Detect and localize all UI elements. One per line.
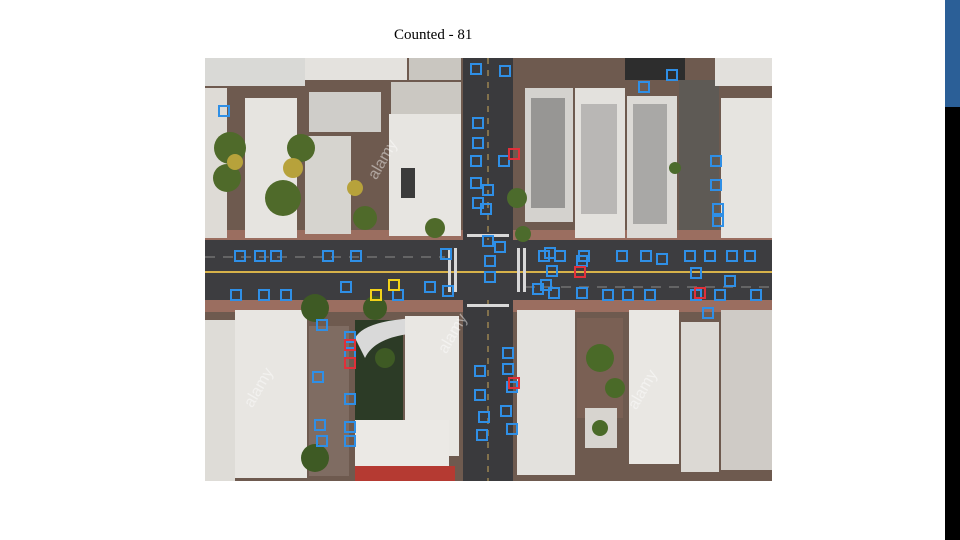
car-detection-box	[506, 423, 518, 435]
car-detection-box	[344, 421, 356, 433]
car-detection-box	[710, 155, 722, 167]
car-detection-box	[498, 155, 510, 167]
car-detection-box	[424, 281, 436, 293]
car-detection-box	[638, 81, 650, 93]
car-detection-box	[546, 265, 558, 277]
car-detection-box	[322, 250, 334, 262]
flagged-detection-box	[344, 357, 356, 369]
car-detection-box	[554, 250, 566, 262]
car-detection-box	[502, 363, 514, 375]
car-detection-box	[724, 275, 736, 287]
car-detection-box	[494, 241, 506, 253]
car-detection-box	[544, 247, 556, 259]
flagged-detection-box	[694, 287, 706, 299]
car-detection-box	[576, 287, 588, 299]
car-detection-box	[656, 253, 668, 265]
car-detection-box	[474, 389, 486, 401]
car-detection-box	[484, 271, 496, 283]
car-detection-box	[270, 250, 282, 262]
car-detection-box	[316, 319, 328, 331]
car-detection-box	[350, 250, 362, 262]
car-detection-box	[482, 184, 494, 196]
car-detection-box	[702, 307, 714, 319]
highlighted-detection-box	[388, 279, 400, 291]
car-detection-box	[532, 283, 544, 295]
car-detection-box	[230, 289, 242, 301]
car-detection-box	[470, 155, 482, 167]
car-detection-box	[640, 250, 652, 262]
car-detection-box	[470, 177, 482, 189]
aerial-photo	[205, 58, 772, 481]
car-detection-box	[312, 371, 324, 383]
flagged-detection-box	[508, 377, 520, 389]
car-detection-box	[482, 235, 494, 247]
car-detection-box	[440, 248, 452, 260]
flagged-detection-box	[574, 266, 586, 278]
highlighted-detection-box	[370, 289, 382, 301]
car-detection-box	[344, 331, 356, 343]
car-detection-box	[472, 137, 484, 149]
car-detection-box	[484, 255, 496, 267]
detection-overlay	[218, 63, 762, 447]
car-detection-box	[218, 105, 230, 117]
car-detection-box	[316, 435, 328, 447]
car-detection-box	[499, 65, 511, 77]
accent-bar-bottom	[945, 107, 960, 540]
car-detection-box	[712, 215, 724, 227]
car-detection-box	[254, 250, 266, 262]
flagged-detection-box	[344, 339, 356, 351]
car-detection-box	[726, 250, 738, 262]
slide-title: Counted - 81	[394, 27, 473, 43]
car-detection-box	[502, 347, 514, 359]
car-detection-box	[234, 250, 246, 262]
car-detection-box	[478, 411, 490, 423]
car-detection-box	[710, 179, 722, 191]
car-detection-box	[712, 203, 724, 215]
car-detection-box	[344, 435, 356, 447]
car-detection-box	[666, 69, 678, 81]
car-detection-box	[690, 267, 702, 279]
car-detection-box	[602, 289, 614, 301]
car-detection-box	[714, 289, 726, 301]
car-detection-box	[476, 429, 488, 441]
car-detection-box	[704, 250, 716, 262]
car-detection-box	[258, 289, 270, 301]
car-detection-box	[280, 289, 292, 301]
car-detection-box	[480, 203, 492, 215]
car-detection-box	[622, 289, 634, 301]
flagged-detection-box	[508, 148, 520, 160]
car-detection-box	[744, 250, 756, 262]
car-detection-box	[344, 393, 356, 405]
car-detection-box	[442, 285, 454, 297]
car-detection-box	[392, 289, 404, 301]
car-detection-box	[616, 250, 628, 262]
car-detection-box	[474, 365, 486, 377]
car-detection-box	[500, 405, 512, 417]
car-detection-box	[470, 63, 482, 75]
car-detection-box	[472, 117, 484, 129]
car-detection-box	[684, 250, 696, 262]
car-detection-box	[750, 289, 762, 301]
car-detection-box	[644, 289, 656, 301]
car-detection-box	[340, 281, 352, 293]
car-detection-box	[548, 287, 560, 299]
aerial-detection-image: alamy alamy alamy alamy	[205, 58, 772, 481]
accent-bar-top	[945, 0, 960, 107]
car-detection-box	[314, 419, 326, 431]
